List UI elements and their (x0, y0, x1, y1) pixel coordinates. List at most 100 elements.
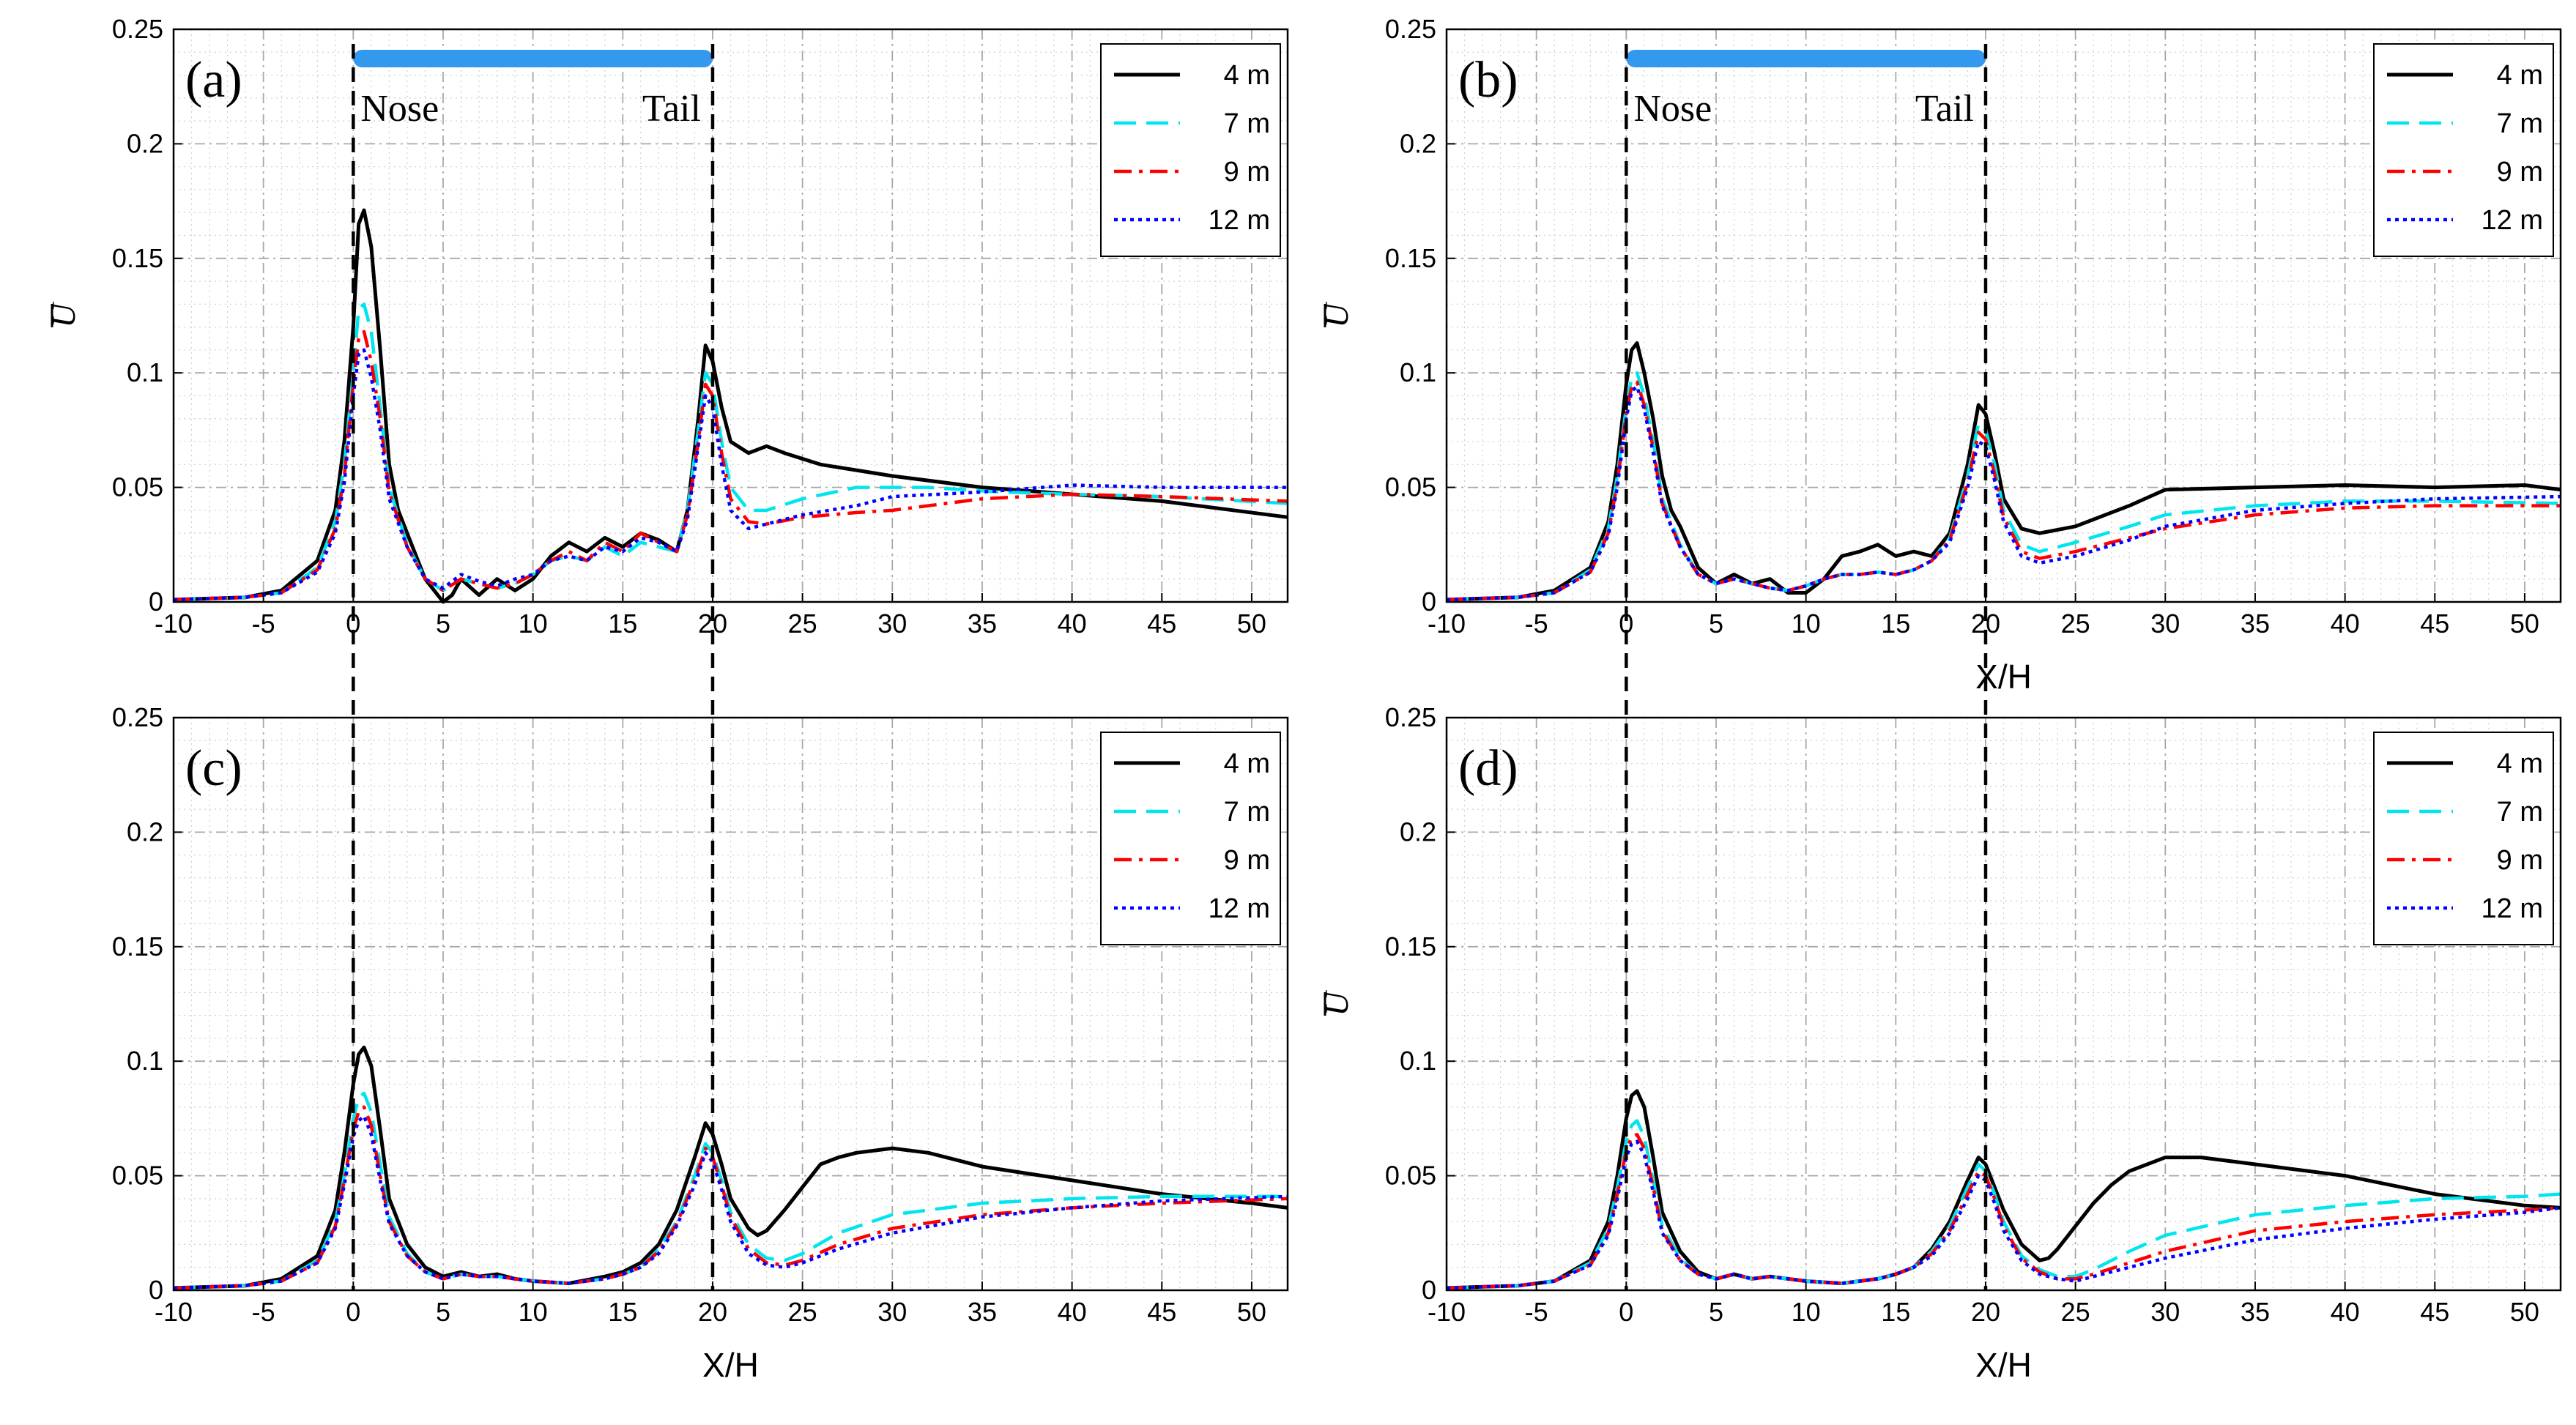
x-tick-label: 40 (2331, 1297, 2360, 1327)
y-tick-label: 0.05 (1385, 1161, 1436, 1191)
y-axis-label: U (1318, 302, 1355, 328)
y-tick-label: 0.15 (1385, 243, 1436, 273)
y-axis-label: U (1318, 990, 1355, 1016)
y-tick-label: 0.2 (1400, 816, 1436, 847)
y-tick-label: 0.1 (1400, 357, 1436, 387)
x-tick-label: 15 (608, 609, 637, 639)
panel-c: -10 -5 0 5 10 15 20 25 30 35 40 45 50 0 0.05 0.1 0.15 0.2… (112, 702, 1289, 1384)
train-annotation: Nose Tail (353, 50, 713, 130)
y-tick-label: 0 (149, 587, 163, 617)
legend-entry-label: 12 m (2482, 893, 2543, 924)
series-line-12m (173, 1115, 1288, 1290)
x-tick-label: 10 (1792, 1297, 1821, 1327)
x-tick-label: 5 (1709, 609, 1723, 639)
series-line-9m (173, 330, 1288, 602)
nose-label: Nose (360, 88, 439, 130)
x-tick-label: 35 (968, 609, 997, 639)
legend: 4 m 7 m 9 m 12 m (2373, 732, 2554, 945)
x-tick-label: 10 (1792, 609, 1821, 639)
x-tick-label: 0 (346, 609, 360, 639)
x-tick-label: 50 (2510, 1297, 2539, 1327)
y-tick-label: 0.1 (127, 1046, 163, 1076)
x-tick-label: 0 (1619, 1297, 1633, 1327)
x-tick-label: 30 (2150, 1297, 2180, 1327)
panel-b: -10 -5 0 5 10 15 20 25 30 35 40 45 5000.050.10.150.2… (1318, 14, 2562, 696)
legend-entry-label: 12 m (2482, 205, 2543, 236)
train-body (1626, 50, 1986, 67)
series-group (173, 1045, 1288, 1290)
legend-entry-label: 7 m (1224, 108, 1270, 139)
panel-a: -10 -5 0 5 10 15 20 25 30 35 40 45 5000.050.10.150.2… (45, 14, 1289, 639)
axes-frame (1445, 716, 2562, 1292)
series-line-7m (1446, 1119, 2561, 1290)
tail-label: Tail (1915, 88, 1974, 130)
legend-entry-label: 7 m (2497, 108, 2543, 139)
axes-frame (172, 28, 1289, 603)
series-line-4m (1446, 341, 2561, 602)
legend-entry-label: 9 m (1224, 157, 1270, 187)
x-tick-label: 30 (2150, 609, 2180, 639)
legend-entry-label: 7 m (2497, 797, 2543, 827)
x-tick-label: 20 (698, 1297, 727, 1327)
x-tick-label: 35 (2241, 1297, 2270, 1327)
x-tick-label: 25 (2061, 1297, 2090, 1327)
x-tick-label: 5 (436, 1297, 450, 1327)
x-tick-label: 30 (877, 609, 907, 639)
x-tick-label: -10 (1428, 609, 1466, 639)
train-body (353, 50, 713, 67)
legend: 4 m 7 m 9 m 12 m (1100, 43, 1281, 257)
x-tick-label: 25 (2061, 609, 2090, 639)
y-tick-label: 0.2 (1400, 128, 1436, 158)
legend-entry-label: 9 m (1224, 845, 1270, 876)
panel-label: (d) (1458, 740, 1518, 797)
x-tick-label: 5 (1709, 1297, 1723, 1327)
y-axis-label: U (45, 302, 82, 328)
x-tick-label: -10 (155, 1297, 193, 1327)
x-tick-label: 0 (1619, 609, 1633, 639)
x-tick-label: 45 (1147, 609, 1176, 639)
x-tick-label: 40 (1058, 1297, 1087, 1327)
legend: 4 m 7 m 9 m 12 m (2373, 43, 2554, 257)
legend-entry-label: 4 m (2497, 60, 2543, 91)
x-tick-label: 35 (968, 1297, 997, 1327)
x-tick-label: -5 (1525, 1297, 1548, 1327)
x-tick-label: 20 (1971, 1297, 2000, 1327)
y-tick-label: 0.15 (112, 931, 163, 961)
x-tick-label: 45 (2420, 1297, 2449, 1327)
series-line-4m (173, 1045, 1288, 1290)
tail-label: Tail (642, 88, 701, 130)
x-tick-label: 45 (1147, 1297, 1176, 1327)
nose-label: Nose (1633, 88, 1712, 130)
series-group (1446, 1089, 2561, 1290)
tick-labels: -10 -5 0 5 10 15 20 25 30 35 40 45 5000.050.10.150.2… (112, 14, 1266, 639)
series-line-12m (1446, 384, 2561, 602)
y-tick-label: 0.25 (1385, 702, 1436, 732)
series-group (173, 208, 1288, 604)
legend-entry-label: 12 m (1209, 205, 1270, 236)
series-line-4m (173, 208, 1288, 604)
y-tick-label: 0.1 (127, 357, 163, 387)
x-tick-label: 35 (2241, 609, 2270, 639)
y-tick-label: 0 (1422, 587, 1436, 617)
tick-labels: -10 -5 0 5 10 15 20 25 30 35 40 45 5000.050.10.150.2… (1385, 702, 2539, 1327)
x-axis-label: X/H (1975, 1346, 2032, 1384)
x-tick-label: 50 (1237, 1297, 1266, 1327)
y-tick-label: 0.25 (112, 702, 163, 732)
legend: 4 m 7 m 9 m 12 m (1100, 732, 1281, 945)
panel-label: (a) (185, 52, 242, 108)
y-tick-label: 0.15 (112, 243, 163, 273)
panel-label: (b) (1458, 52, 1518, 108)
y-tick-label: 0.2 (127, 128, 163, 158)
legend-entry-label: 7 m (1224, 797, 1270, 827)
y-tick-label: 0.25 (112, 14, 163, 44)
series-group (1446, 341, 2561, 602)
x-tick-label: 25 (788, 1297, 817, 1327)
x-tick-label: 10 (519, 1297, 548, 1327)
y-tick-label: 0.2 (127, 816, 163, 847)
x-tick-label: 40 (2331, 609, 2360, 639)
x-tick-label: 15 (1881, 1297, 1910, 1327)
panel-label: (c) (185, 740, 242, 797)
y-tick-label: 0.25 (1385, 14, 1436, 44)
legend-entry-label: 12 m (1209, 893, 1270, 924)
y-tick-label: 0 (149, 1275, 163, 1305)
